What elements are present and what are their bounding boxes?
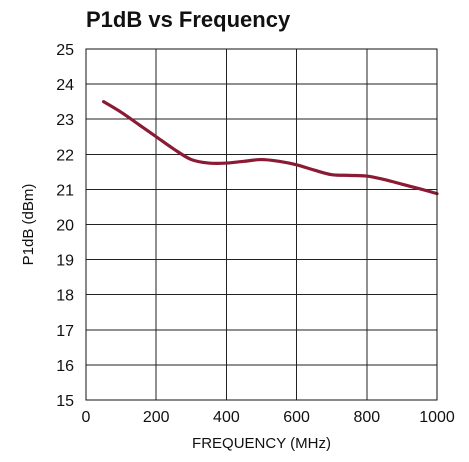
y-tick-layer: 15 16 17 18 19 20 21 22 23 24 25 <box>56 42 74 410</box>
x-tick-label-4: 800 <box>353 409 380 426</box>
x-tick-label-0: 0 <box>82 409 91 426</box>
y-axis-label: P1dB (dBm) <box>20 184 37 266</box>
y-tick-label-0: 15 <box>56 393 74 410</box>
y-tick-label-7: 22 <box>56 147 74 164</box>
y-tick-label-6: 21 <box>56 182 74 199</box>
y-tick-label-8: 23 <box>56 112 74 129</box>
x-tick-label-2: 400 <box>213 409 240 426</box>
y-tick-label-5: 20 <box>56 218 74 235</box>
x-tick-label-1: 200 <box>143 409 170 426</box>
series-layer <box>101 100 439 196</box>
chart-title: P1dB vs Frequency <box>86 7 291 32</box>
x-tick-label-3: 600 <box>283 409 310 426</box>
y-tick-label-3: 18 <box>56 288 74 305</box>
y-tick-label-10: 25 <box>56 42 74 59</box>
x-tick-label-5: 1000 <box>419 409 455 426</box>
x-tick-layer: 0 200 400 600 800 1000 <box>82 409 455 426</box>
y-tick-label-2: 17 <box>56 323 74 340</box>
y-tick-label-1: 16 <box>56 358 74 375</box>
plot-frame <box>85 48 438 401</box>
grid-layer <box>85 48 438 401</box>
x-axis-label: FREQUENCY (MHz) <box>192 435 331 452</box>
series-line-0 <box>101 100 439 196</box>
y-tick-label-9: 24 <box>56 77 74 94</box>
y-tick-label-4: 19 <box>56 253 74 270</box>
